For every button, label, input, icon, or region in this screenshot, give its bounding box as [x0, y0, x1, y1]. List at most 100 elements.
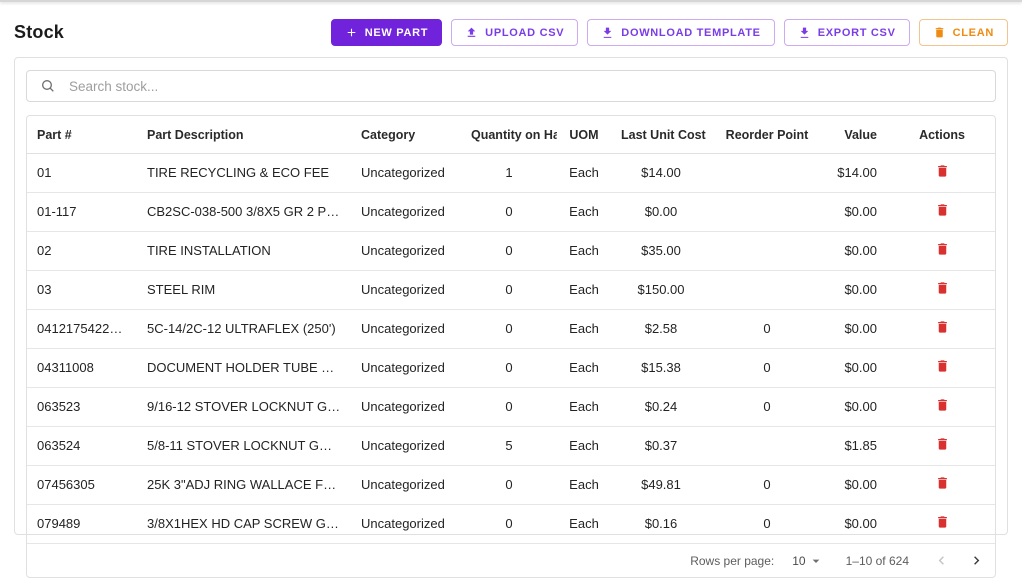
trash-icon: [937, 282, 947, 294]
cell-value: $1.85: [823, 426, 887, 466]
cell-uom: Each: [557, 387, 611, 427]
pagination-nav: [931, 550, 987, 571]
next-page-button[interactable]: [966, 550, 987, 571]
cell-part-number: 063524: [27, 426, 137, 466]
stock-table: Part # Part Description Category Quantit…: [27, 116, 995, 544]
cell-last-unit-cost: $150.00: [611, 270, 711, 310]
cell-uom: Each: [557, 153, 611, 193]
cell-part-number: 03: [27, 270, 137, 310]
cell-last-unit-cost: $14.00: [611, 153, 711, 193]
delete-row-button[interactable]: [935, 280, 950, 296]
column-header-uom: UOM: [557, 116, 611, 154]
trash-icon: [937, 360, 947, 372]
table-body: 01 TIRE RECYCLING & ECO FEE Uncategorize…: [27, 153, 995, 544]
table-row[interactable]: 063523 9/16-12 STOVER LOCKNUT GR C UNC U…: [27, 387, 995, 427]
cell-quantity-on-hand: 0: [461, 348, 557, 388]
cell-reorder-point: 0: [711, 348, 823, 388]
cell-part-description: STEEL RIM: [137, 270, 351, 310]
cell-value: $0.00: [823, 387, 887, 427]
cell-value: $0.00: [823, 231, 887, 271]
cell-value: $0.00: [823, 465, 887, 505]
delete-row-button[interactable]: [935, 319, 950, 335]
column-header-actions: Actions: [887, 116, 995, 154]
export-csv-label: EXPORT CSV: [817, 26, 896, 39]
table-row[interactable]: 01-117 CB2SC-038-500 3/8X5 GR 2 PL NC ..…: [27, 192, 995, 232]
cell-part-description: 5C-14/2C-12 ULTRAFLEX (250'): [137, 309, 351, 349]
cell-part-number: 0412175422A5...: [27, 309, 137, 349]
table-row[interactable]: 07456305 25K 3"ADJ RING WALLACE FORGE Un…: [27, 465, 995, 505]
table-row[interactable]: 063524 5/8-11 STOVER LOCKNUT GR C UNC Un…: [27, 426, 995, 466]
cell-category: Uncategorized: [351, 426, 461, 466]
table-row[interactable]: 079489 3/8X1HEX HD CAP SCREW GR 8 UNC Un…: [27, 504, 995, 544]
cell-uom: Each: [557, 192, 611, 232]
pagination-range: 1–10 of 624: [845, 553, 909, 568]
cell-part-number: 01: [27, 153, 137, 193]
table-row[interactable]: 01 TIRE RECYCLING & ECO FEE Uncategorize…: [27, 153, 995, 193]
table-row[interactable]: 02 TIRE INSTALLATION Uncategorized 0 Eac…: [27, 231, 995, 271]
page-header: Stock NEW PART UPLOAD CSV DOWNLOAD TEMPL…: [0, 2, 1022, 57]
delete-row-button[interactable]: [935, 397, 950, 413]
download-icon: [604, 27, 612, 38]
delete-row-button[interactable]: [935, 202, 950, 218]
cell-quantity-on-hand: 5: [461, 426, 557, 466]
export-csv-button[interactable]: EXPORT CSV: [783, 19, 910, 46]
table-row[interactable]: 04311008 DOCUMENT HOLDER TUBE TYPE Uncat…: [27, 348, 995, 388]
cell-category: Uncategorized: [351, 348, 461, 388]
new-part-button[interactable]: NEW PART: [330, 19, 443, 46]
download-template-label: DOWNLOAD TEMPLATE: [621, 26, 761, 39]
cell-value: $0.00: [823, 309, 887, 349]
trash-icon: [935, 27, 943, 38]
chevron-right-icon: [974, 556, 980, 565]
cell-reorder-point: [711, 153, 823, 193]
stock-card: Part # Part Description Category Quantit…: [14, 57, 1008, 578]
cell-value: $0.00: [823, 348, 887, 388]
cell-uom: Each: [557, 426, 611, 466]
column-header-quantity-on-hand: Quantity on Hand: [461, 116, 557, 154]
trash-icon: [937, 477, 947, 489]
cell-value: $0.00: [823, 192, 887, 232]
table-row[interactable]: 0412175422A5... 5C-14/2C-12 ULTRAFLEX (2…: [27, 309, 995, 349]
search-bar: [26, 70, 996, 102]
cell-part-description: CB2SC-038-500 3/8X5 GR 2 PL NC ...: [137, 192, 351, 232]
column-header-last-unit-cost: Last Unit Cost: [611, 116, 711, 154]
column-header-value: Value: [823, 116, 887, 154]
cell-part-description: 25K 3"ADJ RING WALLACE FORGE: [137, 465, 351, 505]
appbar-shadow: [0, 0, 1022, 2]
delete-row-button[interactable]: [935, 436, 950, 452]
download-template-button[interactable]: DOWNLOAD TEMPLATE: [587, 19, 775, 46]
cell-quantity-on-hand: 1: [461, 153, 557, 193]
upload-csv-button[interactable]: UPLOAD CSV: [451, 19, 579, 46]
cell-last-unit-cost: $2.58: [611, 309, 711, 349]
upload-csv-label: UPLOAD CSV: [485, 26, 565, 39]
cell-part-number: 01-117: [27, 192, 137, 232]
page-title: Stock: [14, 22, 65, 42]
cell-quantity-on-hand: 0: [461, 270, 557, 310]
cell-reorder-point: 0: [711, 309, 823, 349]
cell-category: Uncategorized: [351, 192, 461, 232]
rows-per-page-select[interactable]: 10: [792, 553, 823, 569]
column-header-reorder-point: Reorder Point: [711, 116, 823, 154]
toolbar: NEW PART UPLOAD CSV DOWNLOAD TEMPLATE EX…: [330, 19, 1008, 46]
search-input[interactable]: [67, 77, 982, 95]
table-row[interactable]: 03 STEEL RIM Uncategorized 0 Each $150.0…: [27, 270, 995, 310]
cell-uom: Each: [557, 270, 611, 310]
cell-part-number: 04311008: [27, 348, 137, 388]
cell-part-description: TIRE RECYCLING & ECO FEE: [137, 153, 351, 193]
delete-row-button[interactable]: [935, 475, 950, 491]
delete-row-button[interactable]: [935, 241, 950, 257]
trash-icon: [937, 516, 947, 528]
delete-row-button[interactable]: [935, 163, 950, 179]
delete-row-button[interactable]: [935, 358, 950, 374]
cell-category: Uncategorized: [351, 387, 461, 427]
delete-row-button[interactable]: [935, 514, 950, 530]
cell-part-description: DOCUMENT HOLDER TUBE TYPE: [137, 348, 351, 388]
cell-part-description: 5/8-11 STOVER LOCKNUT GR C UNC: [137, 426, 351, 466]
clean-button[interactable]: CLEAN: [918, 19, 1008, 46]
chevron-left-icon: [938, 556, 944, 565]
previous-page-button[interactable]: [931, 550, 952, 571]
trash-icon: [937, 321, 947, 333]
cell-quantity-on-hand: 0: [461, 231, 557, 271]
cell-uom: Each: [557, 465, 611, 505]
rows-per-page-label: Rows per page:: [690, 553, 775, 568]
cell-reorder-point: [711, 426, 823, 466]
